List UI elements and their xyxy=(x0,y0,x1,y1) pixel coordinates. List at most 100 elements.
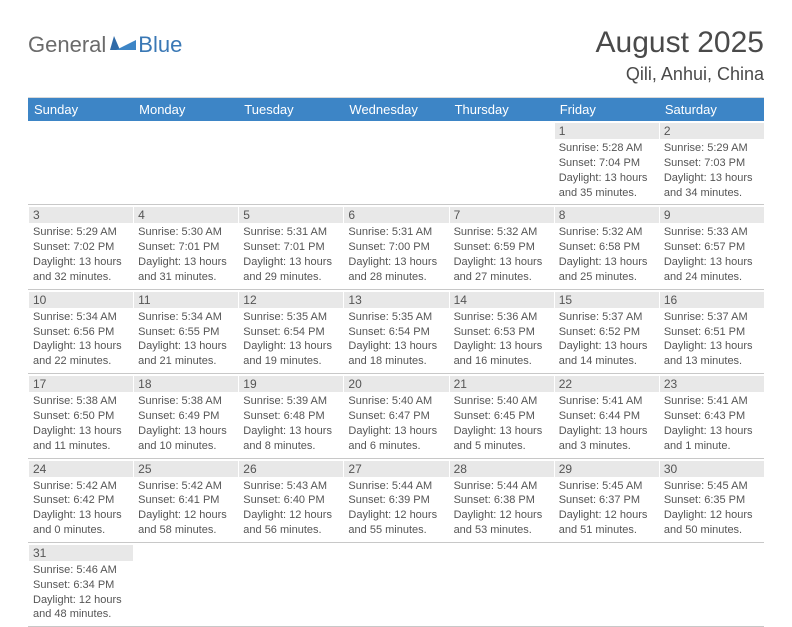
day-number: 11 xyxy=(134,292,238,308)
sunrise: Sunrise: 5:29 AM xyxy=(664,141,760,156)
day-cell: 5 Sunrise: 5:31 AMSunset: 7:01 PMDaylight… xyxy=(238,205,343,288)
day-number: 28 xyxy=(450,461,554,477)
day-cell: 16 Sunrise: 5:37 AMSunset: 6:51 PMDayligh… xyxy=(659,290,764,373)
sunrise: Sunrise: 5:31 AM xyxy=(243,225,339,240)
day-info: Sunrise: 5:38 AMSunset: 6:49 PMDaylight:… xyxy=(138,394,234,453)
day-cell: 31Sunrise: 5:46 AMSunset: 6:34 PMDayligh… xyxy=(28,543,133,626)
day-cell: 29Sunrise: 5:45 AMSunset: 6:37 PMDayligh… xyxy=(554,459,659,542)
day-cell: 13Sunrise: 5:35 AMSunset: 6:54 PMDayligh… xyxy=(343,290,448,373)
day-number: 16 xyxy=(660,292,764,308)
sunset: Sunset: 6:41 PM xyxy=(138,493,234,508)
day-number: 22 xyxy=(555,376,659,392)
day-info: Sunrise: 5:36 AMSunset: 6:53 PMDaylight:… xyxy=(454,310,550,369)
day-number: 6 xyxy=(344,207,448,223)
logo-icon xyxy=(110,34,136,55)
sunrise: Sunrise: 5:38 AM xyxy=(33,394,129,409)
day-cell: 10 Sunrise: 5:34 AMSunset: 6:56 PMDayligh… xyxy=(28,290,133,373)
day-number: 8 xyxy=(555,207,659,223)
sunrise: Sunrise: 5:34 AM xyxy=(33,310,129,325)
sunset: Sunset: 7:01 PM xyxy=(243,240,339,255)
sunrise: Sunrise: 5:32 AM xyxy=(559,225,655,240)
day-cell: 11Sunrise: 5:34 AMSunset: 6:55 PMDayligh… xyxy=(133,290,238,373)
daylight: Daylight: 13 hours and 11 minutes. xyxy=(33,424,129,454)
daylight: Daylight: 13 hours and 13 minutes. xyxy=(664,339,760,369)
sunset: Sunset: 6:52 PM xyxy=(559,325,655,340)
sunrise: Sunrise: 5:39 AM xyxy=(243,394,339,409)
day-info: Sunrise: 5:38 AMSunset: 6:50 PMDaylight:… xyxy=(33,394,129,453)
sunset: Sunset: 6:58 PM xyxy=(559,240,655,255)
day-cell: 19 Sunrise: 5:39 AMSunset: 6:48 PMDayligh… xyxy=(238,374,343,457)
sunset: Sunset: 7:04 PM xyxy=(559,156,655,171)
daylight: Daylight: 13 hours and 22 minutes. xyxy=(33,339,129,369)
day-cell xyxy=(133,543,238,626)
daylight: Daylight: 12 hours and 48 minutes. xyxy=(33,593,129,623)
day-info: Sunrise: 5:39 AMSunset: 6:48 PMDaylight:… xyxy=(243,394,339,453)
day-number: 31 xyxy=(29,545,133,561)
day-cell: 27 Sunrise: 5:44 AMSunset: 6:39 PMDayligh… xyxy=(343,459,448,542)
day-number: 26 xyxy=(239,461,343,477)
sunrise: Sunrise: 5:38 AM xyxy=(138,394,234,409)
day-number: 5 xyxy=(239,207,343,223)
sunset: Sunset: 6:54 PM xyxy=(243,325,339,340)
day-info: Sunrise: 5:35 AMSunset: 6:54 PMDaylight:… xyxy=(243,310,339,369)
daylight: Daylight: 13 hours and 24 minutes. xyxy=(664,255,760,285)
week-row: 17Sunrise: 5:38 AMSunset: 6:50 PMDayligh… xyxy=(28,374,764,458)
day-info: Sunrise: 5:31 AMSunset: 7:01 PMDaylight:… xyxy=(243,225,339,284)
day-header: Thursday xyxy=(449,98,554,121)
sunset: Sunset: 6:49 PM xyxy=(138,409,234,424)
daylight: Daylight: 13 hours and 32 minutes. xyxy=(33,255,129,285)
sunset: Sunset: 6:48 PM xyxy=(243,409,339,424)
day-number: 23 xyxy=(660,376,764,392)
day-cell xyxy=(554,543,659,626)
day-info: Sunrise: 5:37 AMSunset: 6:51 PMDaylight:… xyxy=(664,310,760,369)
sunset: Sunset: 6:38 PM xyxy=(454,493,550,508)
daylight: Daylight: 12 hours and 56 minutes. xyxy=(243,508,339,538)
day-info: Sunrise: 5:44 AMSunset: 6:39 PMDaylight:… xyxy=(348,479,444,538)
daylight: Daylight: 13 hours and 18 minutes. xyxy=(348,339,444,369)
daylight: Daylight: 13 hours and 31 minutes. xyxy=(138,255,234,285)
day-number: 20 xyxy=(344,376,448,392)
sunrise: Sunrise: 5:35 AM xyxy=(348,310,444,325)
sunset: Sunset: 6:53 PM xyxy=(454,325,550,340)
day-number: 27 xyxy=(344,461,448,477)
logo: General Blue xyxy=(28,32,182,58)
day-cell xyxy=(343,543,448,626)
day-cell: 26Sunrise: 5:43 AMSunset: 6:40 PMDayligh… xyxy=(238,459,343,542)
day-cell: 7Sunrise: 5:32 AMSunset: 6:59 PMDaylight… xyxy=(449,205,554,288)
day-cell: 9Sunrise: 5:33 AMSunset: 6:57 PMDaylight… xyxy=(659,205,764,288)
day-cell xyxy=(449,121,554,204)
sunset: Sunset: 6:40 PM xyxy=(243,493,339,508)
day-cell xyxy=(133,121,238,204)
day-cell: 4Sunrise: 5:30 AMSunset: 7:01 PMDaylight… xyxy=(133,205,238,288)
day-info: Sunrise: 5:34 AMSunset: 6:56 PMDaylight:… xyxy=(33,310,129,369)
day-info: Sunrise: 5:35 AMSunset: 6:54 PMDaylight:… xyxy=(348,310,444,369)
daylight: Daylight: 13 hours and 6 minutes. xyxy=(348,424,444,454)
day-info: Sunrise: 5:40 AMSunset: 6:47 PMDaylight:… xyxy=(348,394,444,453)
day-info: Sunrise: 5:45 AMSunset: 6:37 PMDaylight:… xyxy=(559,479,655,538)
sunset: Sunset: 6:54 PM xyxy=(348,325,444,340)
sunset: Sunset: 6:51 PM xyxy=(664,325,760,340)
sunrise: Sunrise: 5:34 AM xyxy=(138,310,234,325)
day-info: Sunrise: 5:30 AMSunset: 7:01 PMDaylight:… xyxy=(138,225,234,284)
sunset: Sunset: 7:02 PM xyxy=(33,240,129,255)
day-cell xyxy=(343,121,448,204)
day-number: 1 xyxy=(555,123,659,139)
day-number: 14 xyxy=(450,292,554,308)
day-info: Sunrise: 5:42 AMSunset: 6:41 PMDaylight:… xyxy=(138,479,234,538)
day-info: Sunrise: 5:28 AMSunset: 7:04 PMDaylight:… xyxy=(559,141,655,200)
sunrise: Sunrise: 5:46 AM xyxy=(33,563,129,578)
sunrise: Sunrise: 5:30 AM xyxy=(138,225,234,240)
day-info: Sunrise: 5:40 AMSunset: 6:45 PMDaylight:… xyxy=(454,394,550,453)
sunset: Sunset: 6:35 PM xyxy=(664,493,760,508)
day-header: Friday xyxy=(554,98,659,121)
day-info: Sunrise: 5:31 AMSunset: 7:00 PMDaylight:… xyxy=(348,225,444,284)
sunrise: Sunrise: 5:45 AM xyxy=(664,479,760,494)
sunrise: Sunrise: 5:42 AM xyxy=(33,479,129,494)
sunrise: Sunrise: 5:29 AM xyxy=(33,225,129,240)
day-cell: 25Sunrise: 5:42 AMSunset: 6:41 PMDayligh… xyxy=(133,459,238,542)
week-row: 3Sunrise: 5:29 AMSunset: 7:02 PMDaylight… xyxy=(28,205,764,289)
day-info: Sunrise: 5:42 AMSunset: 6:42 PMDaylight:… xyxy=(33,479,129,538)
logo-text-general: General xyxy=(28,32,106,58)
day-number: 19 xyxy=(239,376,343,392)
day-number: 10 xyxy=(29,292,133,308)
